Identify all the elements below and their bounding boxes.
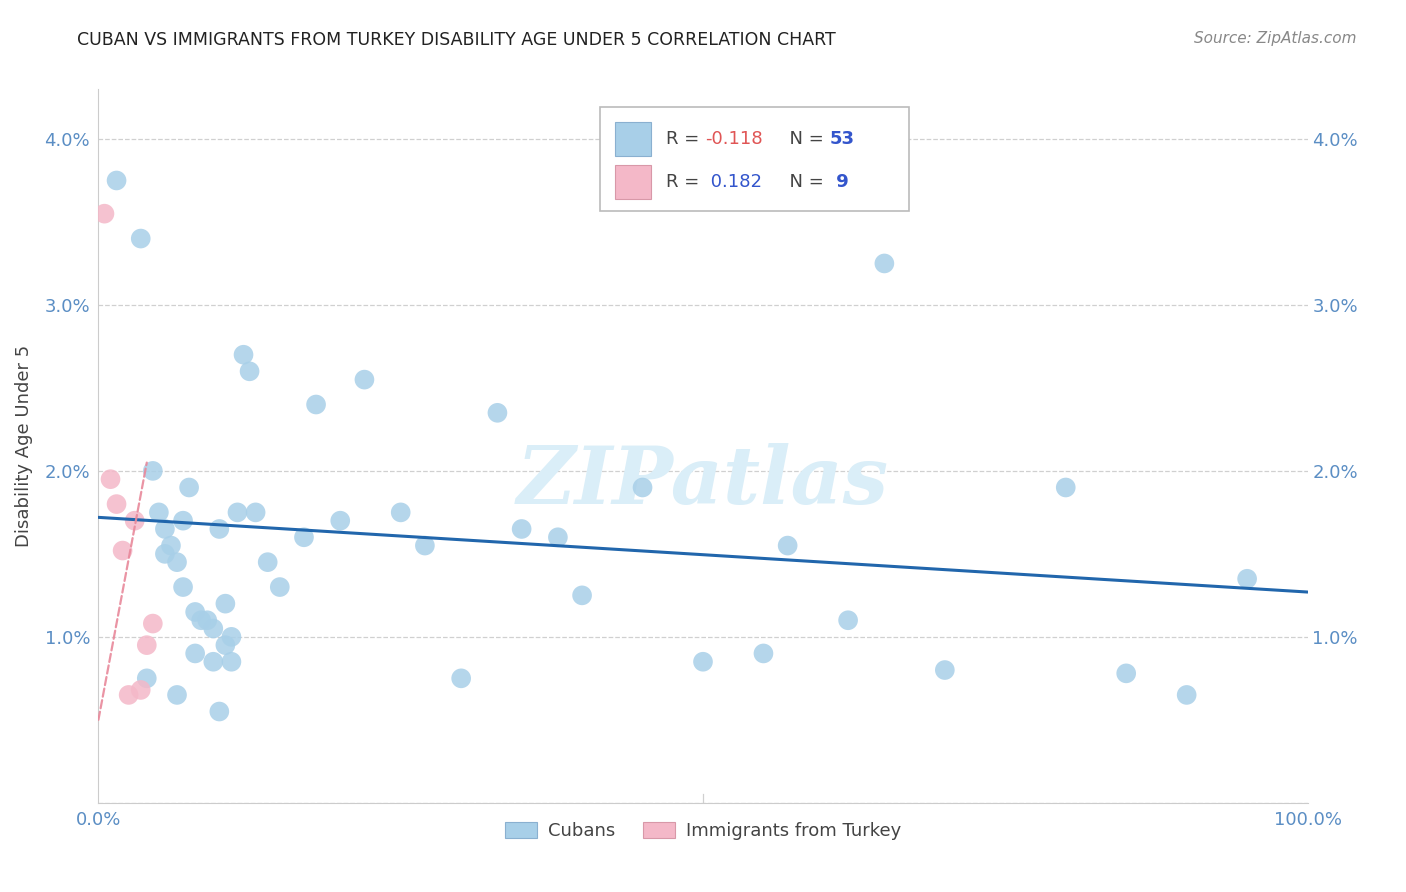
- Point: [389, 505, 412, 519]
- Point: [1236, 572, 1258, 586]
- Point: [232, 348, 254, 362]
- Text: 9: 9: [830, 173, 849, 191]
- Point: [184, 647, 207, 661]
- Point: [135, 638, 157, 652]
- Point: [292, 530, 315, 544]
- Point: [1054, 481, 1077, 495]
- Point: [179, 481, 201, 495]
- Text: N =: N =: [778, 130, 830, 148]
- Point: [221, 630, 243, 644]
- Point: [305, 397, 328, 411]
- Point: [269, 580, 291, 594]
- Point: [214, 638, 236, 652]
- Point: [221, 655, 243, 669]
- Text: 0.182: 0.182: [706, 173, 762, 191]
- Text: CUBAN VS IMMIGRANTS FROM TURKEY DISABILITY AGE UNDER 5 CORRELATION CHART: CUBAN VS IMMIGRANTS FROM TURKEY DISABILI…: [77, 31, 837, 49]
- Point: [111, 543, 134, 558]
- Point: [172, 580, 194, 594]
- Text: -0.118: -0.118: [706, 130, 763, 148]
- Point: [129, 231, 152, 245]
- Text: R =: R =: [665, 173, 704, 191]
- Point: [631, 481, 654, 495]
- Point: [208, 522, 231, 536]
- Point: [142, 464, 165, 478]
- Text: 53: 53: [830, 130, 855, 148]
- Point: [571, 588, 593, 602]
- Point: [1115, 666, 1137, 681]
- Point: [873, 256, 896, 270]
- Point: [202, 655, 225, 669]
- Point: [184, 605, 207, 619]
- Point: [776, 539, 799, 553]
- Point: [208, 705, 231, 719]
- Point: [105, 173, 128, 187]
- Point: [329, 514, 352, 528]
- Text: Source: ZipAtlas.com: Source: ZipAtlas.com: [1194, 31, 1357, 46]
- Point: [486, 406, 509, 420]
- Point: [135, 671, 157, 685]
- Bar: [614, 122, 651, 156]
- Point: [245, 505, 267, 519]
- Point: [166, 555, 188, 569]
- Text: R =: R =: [665, 130, 704, 148]
- Point: [353, 373, 375, 387]
- Point: [160, 539, 183, 553]
- Point: [547, 530, 569, 544]
- Point: [226, 505, 249, 519]
- Point: [934, 663, 956, 677]
- Point: [450, 671, 472, 685]
- Point: [202, 622, 225, 636]
- Point: [256, 555, 278, 569]
- Point: [105, 497, 128, 511]
- Point: [118, 688, 141, 702]
- Point: [148, 505, 170, 519]
- Text: ZIPatlas: ZIPatlas: [517, 443, 889, 520]
- Point: [837, 613, 859, 627]
- Point: [166, 688, 188, 702]
- Point: [510, 522, 533, 536]
- Point: [692, 655, 714, 669]
- Text: N =: N =: [778, 173, 830, 191]
- Point: [153, 522, 176, 536]
- Point: [124, 514, 146, 528]
- Legend: Cubans, Immigrants from Turkey: Cubans, Immigrants from Turkey: [498, 814, 908, 847]
- Point: [190, 613, 212, 627]
- Point: [153, 547, 176, 561]
- Point: [1175, 688, 1198, 702]
- Point: [239, 364, 262, 378]
- Point: [142, 616, 165, 631]
- Point: [129, 682, 152, 697]
- FancyBboxPatch shape: [600, 107, 908, 211]
- Point: [195, 613, 218, 627]
- Point: [172, 514, 194, 528]
- Point: [413, 539, 436, 553]
- Bar: [614, 165, 651, 199]
- Point: [752, 647, 775, 661]
- Point: [93, 207, 115, 221]
- Point: [100, 472, 122, 486]
- Point: [214, 597, 236, 611]
- Y-axis label: Disability Age Under 5: Disability Age Under 5: [15, 345, 34, 547]
